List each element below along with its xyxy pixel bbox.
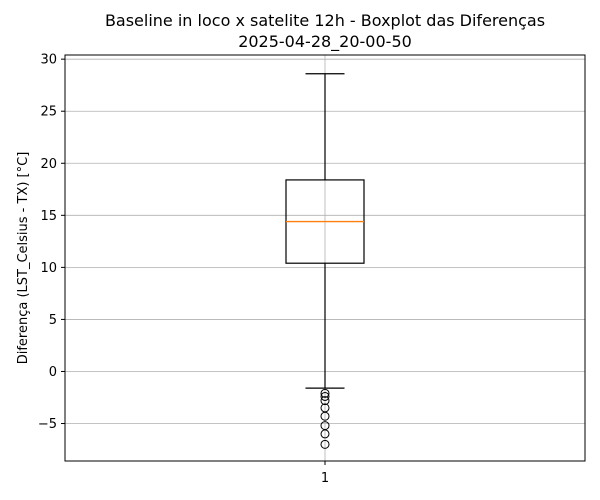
y-tick-label: 30 [40, 53, 57, 68]
tick-layer: −5 0 5 10 15 20 25 30 1 [38, 53, 329, 486]
chart-title: Baseline in loco x satelite 12h - Boxplo… [105, 11, 545, 30]
y-tick-label: −5 [38, 417, 57, 432]
outlier-point [320, 429, 330, 439]
chart-subtitle: 2025-04-28_20-00-50 [238, 32, 412, 52]
y-tick-label: 0 [49, 365, 57, 380]
y-tick-label: 5 [49, 313, 57, 328]
y-tick-label: 25 [40, 105, 57, 120]
y-tick-label: 10 [40, 261, 57, 276]
y-tick-label: 15 [40, 209, 57, 224]
outlier-point [320, 411, 330, 421]
y-tick-label: 20 [40, 157, 57, 172]
outlier-point [320, 396, 330, 406]
x-tick-label: 1 [321, 471, 329, 486]
y-axis-label: Diferença (LST_Celsius - TX) [°C] [16, 152, 31, 365]
box-layer [285, 73, 365, 449]
outlier-point [320, 439, 330, 449]
outlier-point [320, 391, 330, 401]
outlier-point [320, 388, 330, 398]
